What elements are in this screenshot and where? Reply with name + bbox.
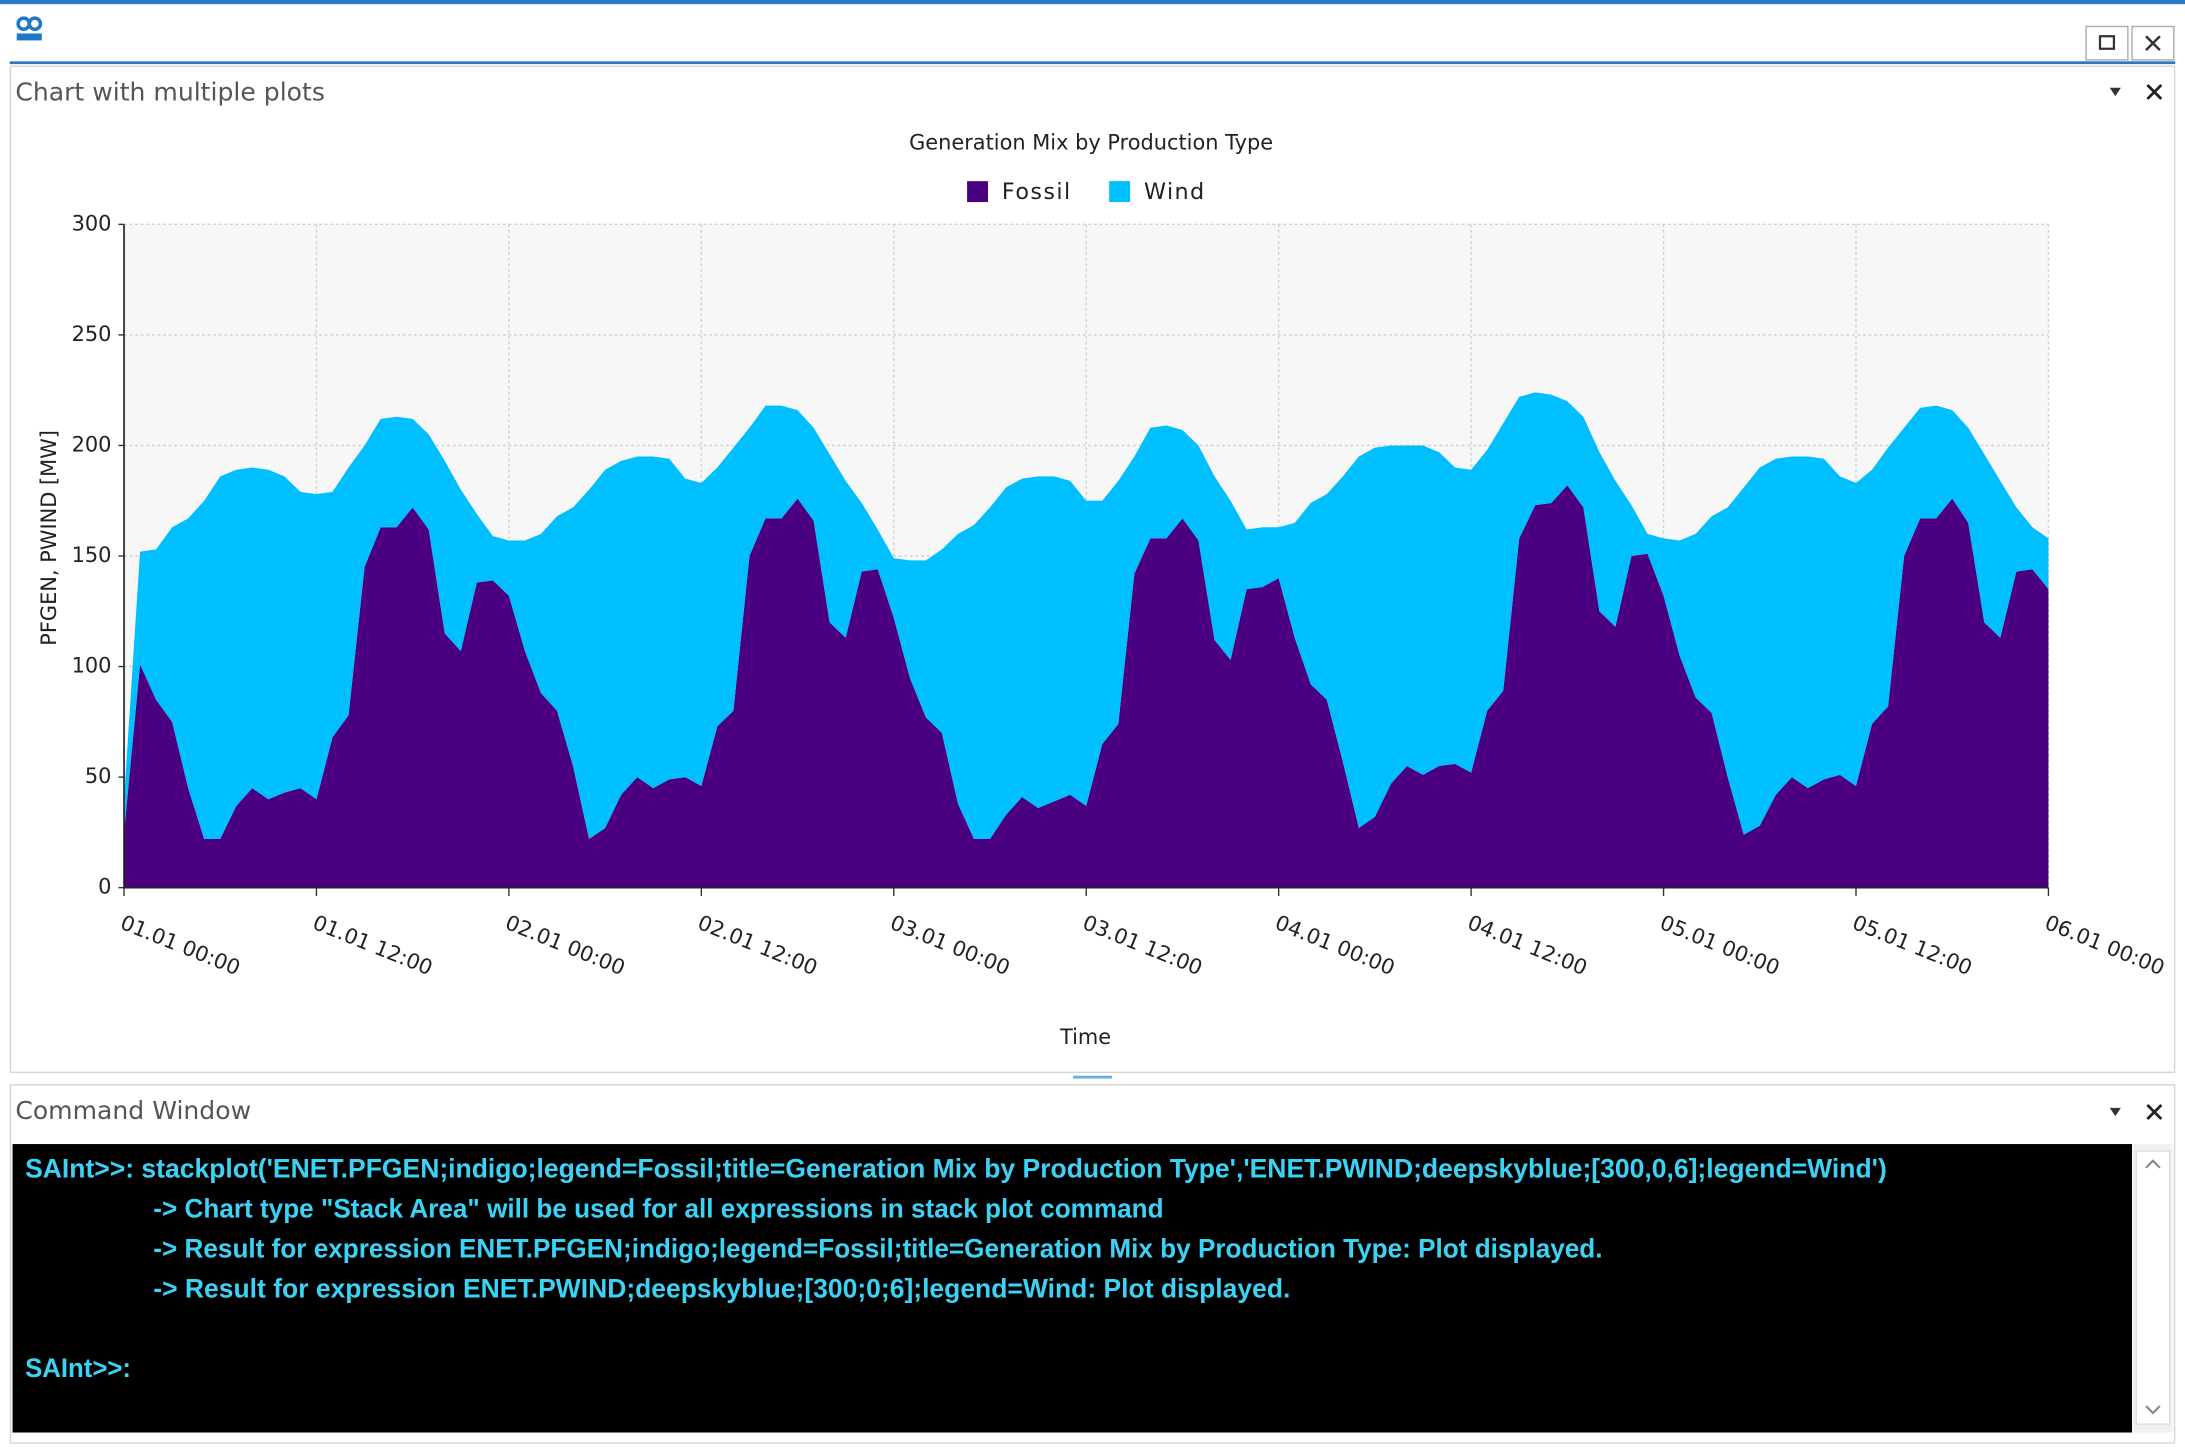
console-line: -> Chart type "Stack Area" will be used … (153, 1194, 1163, 1224)
y-tick-label: 300 (72, 211, 112, 235)
y-axis-label: PFGEN, PWIND [MW] (37, 430, 61, 646)
title-bar-separator (9, 61, 2176, 65)
panel-close-button[interactable] (2146, 84, 2163, 100)
close-window-button[interactable] (2131, 25, 2175, 61)
y-tick-label: 150 (72, 543, 112, 567)
y-tick-label: 0 (98, 875, 111, 899)
app-icon (16, 16, 43, 41)
panel-title: Command Window (15, 1096, 251, 1125)
panel-menu-button[interactable] (2109, 1107, 2121, 1117)
console-line: -> Result for expression ENET.PFGEN;indi… (153, 1234, 1602, 1264)
console-text: SAInt>>: stackplot('ENET.PFGEN;indigo;le… (25, 1154, 1887, 1383)
console-line: SAInt>>: stackplot('ENET.PFGEN;indigo;le… (25, 1154, 1887, 1184)
x-axis-label: Time (1059, 1025, 1111, 1049)
y-tick-label: 200 (72, 432, 112, 456)
scrollbar[interactable] (2133, 1144, 2173, 1433)
window-top-border (0, 0, 2185, 5)
area (124, 485, 2049, 888)
y-tick-label: 50 (85, 764, 112, 788)
console-line: -> Result for expression ENET.PWIND;deep… (153, 1274, 1290, 1304)
panel-title: Chart with multiple plots (15, 77, 325, 106)
panel-close-button[interactable] (2146, 1104, 2163, 1120)
y-tick-label: 100 (72, 654, 112, 678)
legend-swatch (1109, 181, 1131, 203)
splitter-handle[interactable] (1072, 1075, 1113, 1079)
legend-swatch (967, 181, 988, 203)
area (124, 392, 2049, 840)
chart: Generation Mix by Production Type Fossil W… (37, 131, 2168, 1050)
panel-menu-button[interactable] (2109, 87, 2121, 97)
legend-label: Wind (1144, 179, 1206, 205)
maximize-button[interactable] (2085, 25, 2129, 61)
chart-title: Generation Mix by Production Type (909, 131, 1273, 155)
command-console[interactable] (12, 1144, 2133, 1433)
legend-label: Fossil (1002, 179, 1072, 205)
console-prompt: SAInt>>: (25, 1353, 131, 1383)
y-tick-label: 250 (72, 322, 112, 346)
